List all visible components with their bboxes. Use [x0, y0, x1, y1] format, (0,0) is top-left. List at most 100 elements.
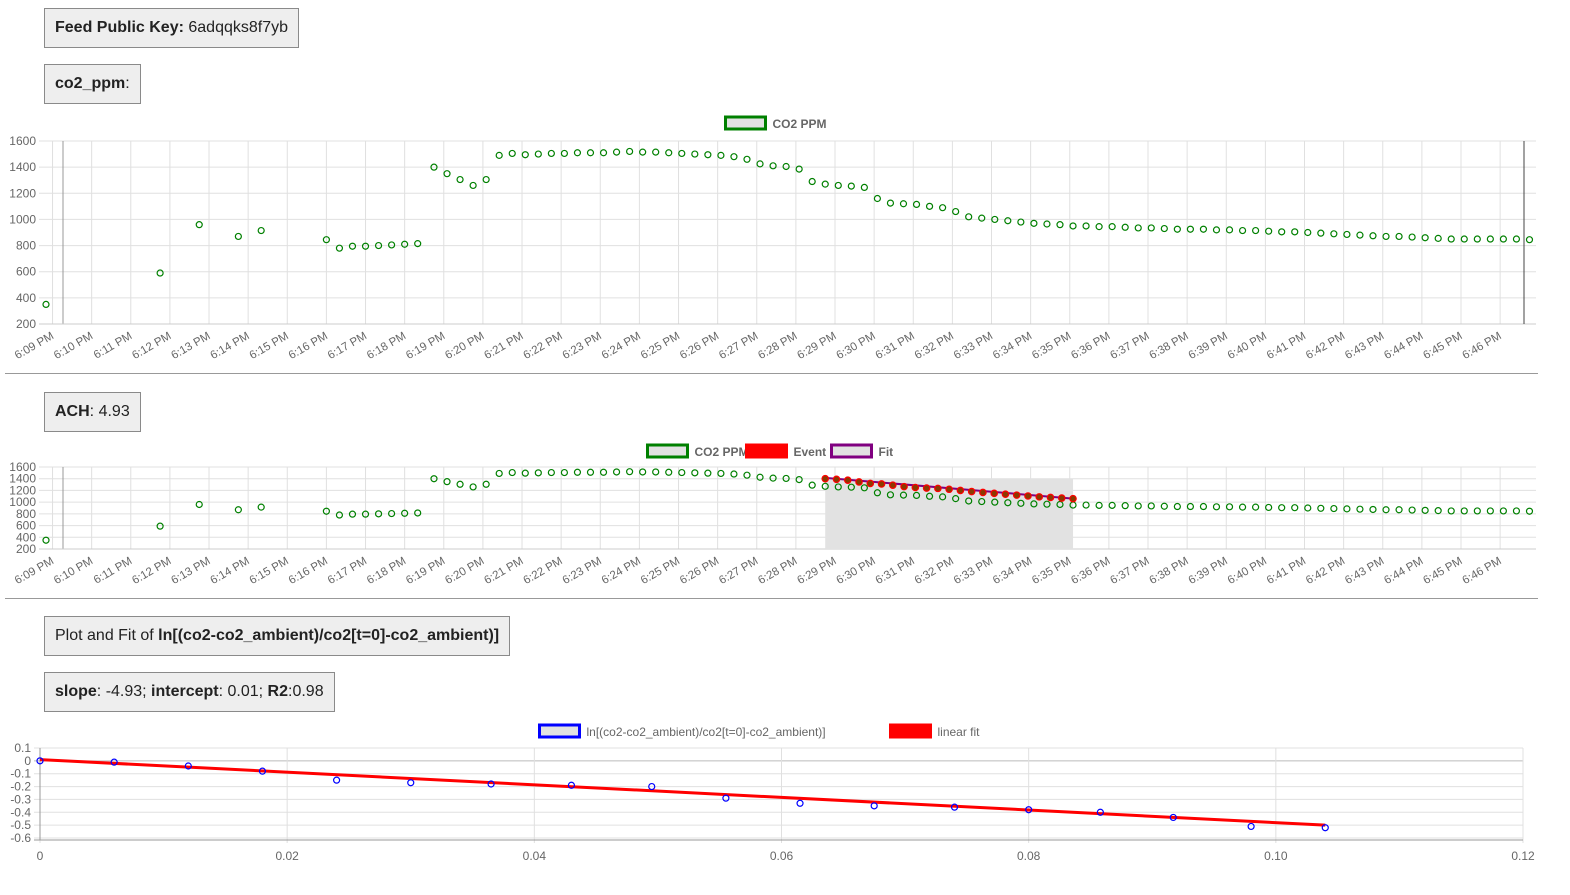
ln-point [950, 803, 959, 811]
event-point [990, 489, 998, 498]
co2-point [626, 468, 634, 476]
event-point [956, 486, 965, 495]
co2-point [573, 149, 582, 157]
co2-point [534, 150, 542, 158]
ln-point [1169, 813, 1177, 822]
co2-point [1512, 235, 1521, 243]
co2-point [873, 194, 882, 203]
co2-point [691, 469, 699, 477]
co2-point [195, 221, 203, 229]
co2-point [952, 495, 960, 503]
co2-point [912, 200, 921, 208]
co2-point [952, 207, 960, 216]
r2-value: :0.98 [288, 683, 324, 700]
co2-point [495, 469, 503, 478]
ach-header-box: ACH: 4.93 [44, 392, 141, 432]
co2-point [599, 468, 608, 476]
feed-key-label: Feed Public Key: [55, 19, 184, 36]
co2-point [335, 244, 344, 252]
co2-point [430, 163, 438, 171]
ln-point [333, 776, 341, 784]
ach-sep: : [89, 403, 95, 420]
co2-point [1499, 507, 1507, 515]
co2-point [1056, 500, 1064, 509]
event-point [1046, 493, 1055, 502]
y-tick-label: 400 [16, 530, 36, 544]
y-tick-label: 0.1 [14, 741, 31, 755]
co2-point [1199, 225, 1208, 233]
co2-point [1225, 503, 1234, 511]
co2-point [1252, 503, 1260, 511]
co2-point [521, 469, 529, 477]
co2-point [1186, 502, 1194, 511]
co2-point [1278, 228, 1286, 236]
co2-point [717, 151, 725, 159]
feed-key-value: 6adqqks8f7yb [188, 19, 289, 36]
co2-point [886, 491, 895, 499]
legend-swatch [724, 115, 767, 131]
event-point [1012, 491, 1021, 499]
ln-point [870, 802, 878, 810]
co2-point [978, 214, 986, 222]
co2-point [717, 469, 725, 478]
co2-point [430, 475, 438, 483]
co2-point [469, 181, 477, 190]
co2-point [388, 509, 396, 518]
x-tick-label: 0.04 [523, 849, 547, 863]
co2-point [257, 226, 265, 235]
event-point [866, 479, 875, 488]
co2-point [388, 241, 396, 249]
co2-point [1304, 504, 1312, 512]
event-point [843, 476, 852, 484]
co2-point [612, 468, 621, 476]
y-tick-label: -0.4 [10, 805, 31, 819]
co2-point [1108, 501, 1116, 509]
co2-point [1356, 505, 1364, 513]
y-tick-label: 1400 [9, 472, 36, 486]
divider-1 [5, 373, 1538, 374]
co2-point [1395, 506, 1403, 514]
co2-point [1460, 507, 1468, 515]
co2-point [1160, 502, 1168, 510]
y-tick-label: 200 [16, 317, 36, 331]
co2-point [1343, 230, 1351, 239]
co2-point [1147, 224, 1155, 232]
co2-point [756, 473, 764, 481]
event-point [832, 475, 841, 484]
co2-point [1447, 235, 1455, 243]
co2-point [939, 493, 947, 501]
co2-point [1004, 499, 1012, 507]
legend-label: ln[(co2-co2_ambient)/co2[t=0]-co2_ambien… [587, 725, 826, 739]
co2-point [847, 483, 855, 491]
ln-point [407, 779, 415, 787]
co2-point [925, 492, 934, 500]
co2-point [1173, 225, 1181, 233]
co2-point [1160, 224, 1168, 233]
co2-point [1512, 507, 1521, 515]
co2-point [652, 468, 660, 476]
y-tick-label: -0.2 [10, 780, 31, 794]
y-tick-label: 1600 [9, 460, 36, 474]
co2-point [769, 162, 777, 170]
co2-point [1056, 221, 1064, 229]
co2-point [1017, 218, 1025, 226]
plot-header-prefix: Plot and Fit of [55, 627, 159, 644]
co2-point [860, 183, 868, 192]
co2-point [978, 497, 986, 506]
co2-point [482, 480, 490, 488]
co2-point [1343, 505, 1351, 513]
legend-label: CO2 PPM [695, 445, 749, 459]
plot-header-formula: ln[(co2-co2_ambient)/co2[t=0]-co2_ambien… [158, 627, 500, 644]
y-tick-label: 200 [16, 542, 36, 556]
co2-point [156, 269, 164, 277]
legend-label: Fit [879, 445, 894, 459]
co2-point [769, 474, 777, 482]
co2-point [156, 522, 164, 530]
co2-point [1134, 224, 1142, 232]
event-point [1024, 492, 1032, 500]
co2-point [678, 468, 686, 477]
co2-point [1421, 234, 1429, 242]
y-tick-label: -0.3 [10, 792, 31, 806]
event-point [1069, 494, 1077, 503]
